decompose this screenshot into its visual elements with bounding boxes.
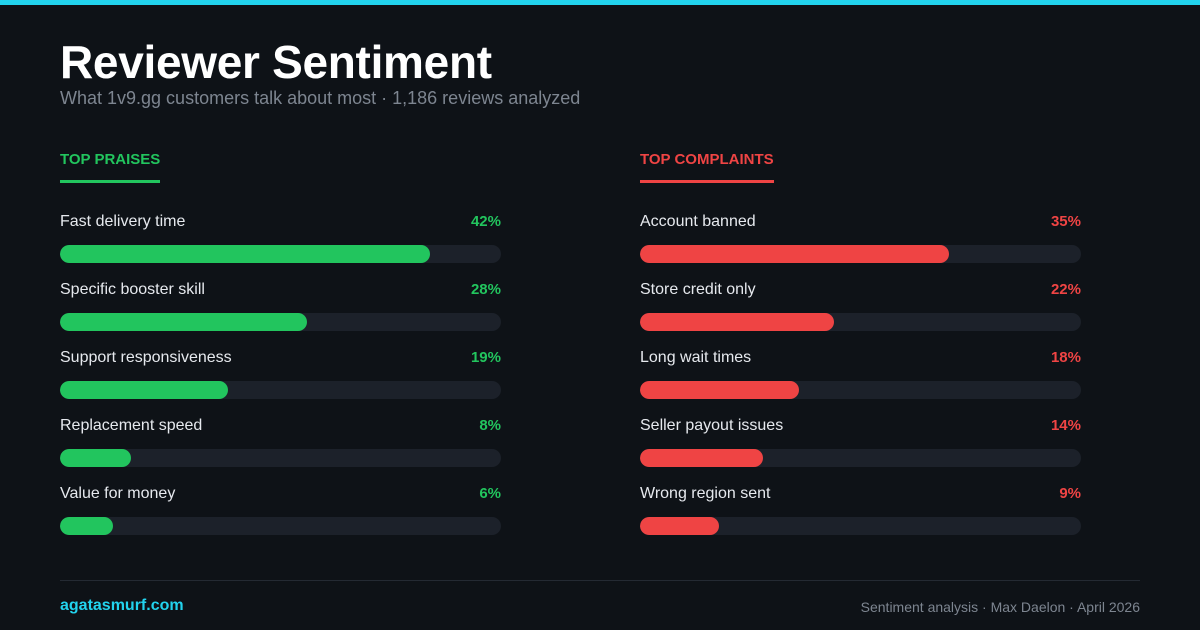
footer-brand: agatasmurf.com — [60, 597, 184, 614]
praise-value-label: 19% — [470, 349, 501, 366]
praise-bar-track — [60, 245, 501, 263]
praise-value-label: 28% — [470, 281, 501, 298]
complaint-bar-track — [640, 381, 1081, 399]
complaint-bar — [640, 381, 799, 399]
praise-item: Support responsiveness 19% — [60, 349, 501, 417]
praise-bar — [60, 449, 131, 467]
praise-bar — [60, 381, 228, 399]
complaint-bar-track — [640, 313, 1081, 331]
praises-list: Fast delivery time 42% Specific booster sk… — [60, 213, 501, 553]
page-subtitle: What 1v9.gg customers talk about most · … — [60, 88, 581, 108]
complaint-item-row: Account banned 35% — [640, 213, 1081, 237]
complaint-item-row: Wrong region sent 9% — [640, 485, 1081, 509]
praise-item-row: Replacement speed 8% — [60, 417, 501, 441]
praise-item: Fast delivery time 42% — [60, 213, 501, 281]
top-accent-bar — [0, 0, 1200, 5]
footer-divider — [60, 580, 1140, 581]
praise-bar — [60, 517, 113, 535]
praise-item-row: Fast delivery time 42% — [60, 213, 501, 237]
praise-category-label: Support responsiveness — [60, 349, 232, 366]
praise-item-row: Value for money 6% — [60, 485, 501, 509]
complaint-bar-track — [640, 245, 1081, 263]
praise-item: Replacement speed 8% — [60, 417, 501, 485]
complaint-item-row: Long wait times 18% — [640, 349, 1081, 373]
praise-category-label: Value for money — [60, 485, 176, 502]
complaint-bar-track — [640, 449, 1081, 467]
praise-category-label: Fast delivery time — [60, 213, 186, 230]
complaint-value-label: 35% — [1050, 213, 1081, 230]
complaints-header: TOP COMPLAINTS — [640, 150, 774, 183]
praise-bar-track — [60, 313, 501, 331]
complaint-value-label: 22% — [1050, 281, 1081, 298]
praise-bar — [60, 313, 307, 331]
complaints-chart: TOP COMPLAINTS Account banned 35% Store cr… — [640, 150, 1081, 553]
complaint-item: Long wait times 18% — [640, 349, 1081, 417]
praise-item: Value for money 6% — [60, 485, 501, 553]
complaint-category-label: Account banned — [640, 213, 756, 230]
praise-value-label: 42% — [470, 213, 501, 230]
praises-chart: TOP PRAISES Fast delivery time 42% Specifi… — [60, 150, 501, 553]
complaints-list: Account banned 35% Store credit only 22% Lon… — [640, 213, 1081, 553]
complaint-bar — [640, 449, 764, 467]
praise-item-row: Support responsiveness 19% — [60, 349, 501, 373]
praise-item: Specific booster skill 28% — [60, 281, 501, 349]
praise-value-label: 8% — [479, 417, 501, 434]
complaint-item: Store credit only 22% — [640, 281, 1081, 349]
complaint-category-label: Store credit only — [640, 281, 756, 298]
praise-category-label: Specific booster skill — [60, 281, 205, 298]
complaint-category-label: Wrong region sent — [640, 485, 771, 502]
praises-header: TOP PRAISES — [60, 150, 161, 183]
complaint-item: Wrong region sent 9% — [640, 485, 1081, 553]
complaint-item-row: Store credit only 22% — [640, 281, 1081, 305]
complaint-category-label: Seller payout issues — [640, 417, 784, 434]
page-title: Reviewer Sentiment — [60, 36, 492, 88]
complaint-item-row: Seller payout issues 14% — [640, 417, 1081, 441]
complaint-item: Account banned 35% — [640, 213, 1081, 281]
complaint-bar — [640, 517, 720, 535]
complaint-value-label: 18% — [1050, 349, 1081, 366]
complaint-bar — [640, 313, 835, 331]
praise-bar-track — [60, 381, 501, 399]
praise-value-label: 6% — [479, 485, 501, 502]
praise-category-label: Replacement speed — [60, 417, 203, 434]
praise-bar-track — [60, 517, 501, 535]
complaint-bar-track — [640, 517, 1081, 535]
praise-bar — [60, 245, 431, 263]
complaint-value-label: 9% — [1059, 485, 1081, 502]
footer-credit: Sentiment analysis · Max Daelon · April … — [860, 599, 1140, 615]
praise-bar-track — [60, 449, 501, 467]
complaint-value-label: 14% — [1050, 417, 1081, 434]
complaint-bar — [640, 245, 949, 263]
praise-item-row: Specific booster skill 28% — [60, 281, 501, 305]
complaint-category-label: Long wait times — [640, 349, 752, 366]
complaint-item: Seller payout issues 14% — [640, 417, 1081, 485]
